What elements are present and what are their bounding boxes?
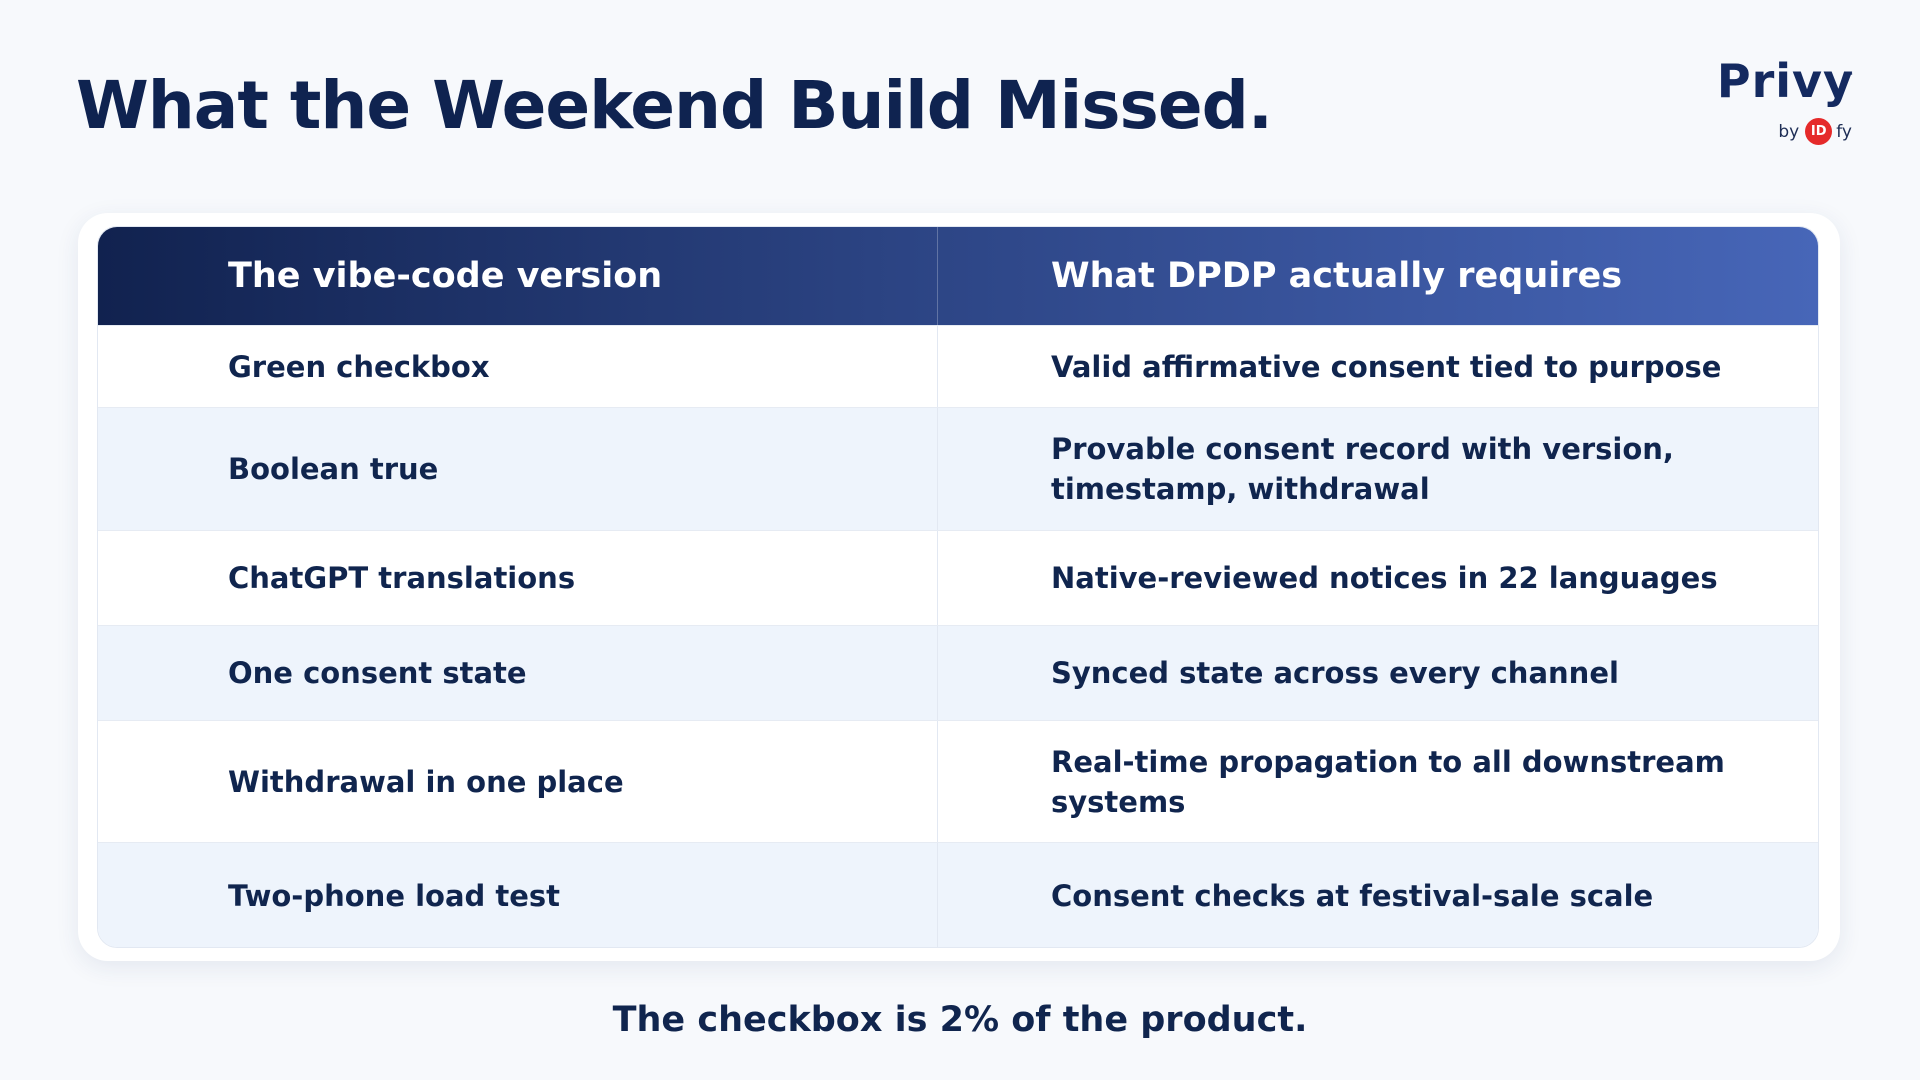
column-divider <box>937 626 938 720</box>
table-row: Green checkbox Valid affirmative consent… <box>98 325 1818 407</box>
column-divider <box>937 408 938 530</box>
table-row: One consent state Synced state across ev… <box>98 625 1818 720</box>
idfy-badge-icon: ID <box>1805 118 1833 145</box>
privy-logo: Privy ™ by ID fy <box>1704 58 1854 148</box>
dpdp-requirement-cell: Consent checks at festival-sale scale <box>1051 879 1654 913</box>
table-row: Two-phone load test Consent checks at fe… <box>98 842 1818 947</box>
idfy-wordmark-rest: fy <box>1836 121 1852 142</box>
logo-wordmark: Privy <box>1716 54 1854 108</box>
dpdp-requirement-cell: Provable consent record with version, ti… <box>1051 432 1674 506</box>
footer-caption: The checkbox is 2% of the product. <box>612 1000 1308 1040</box>
dpdp-requirement-cell: Valid affirmative consent tied to purpos… <box>1051 349 1722 384</box>
table-row: Withdrawal in one place Real-time propag… <box>98 720 1818 842</box>
table-row: Boolean true Provable consent record wit… <box>98 407 1818 530</box>
dpdp-requirement-cell: Synced state across every channel <box>1051 656 1619 690</box>
vibe-code-cell: One consent state <box>228 656 527 690</box>
column-divider <box>937 721 938 842</box>
table-header: The vibe-code version What DPDP actually… <box>98 227 1818 325</box>
comparison-card: The vibe-code version What DPDP actually… <box>78 213 1840 961</box>
comparison-table: The vibe-code version What DPDP actually… <box>97 226 1819 948</box>
column-divider <box>937 843 938 947</box>
logo-by-text: by <box>1778 121 1800 142</box>
column-divider <box>937 326 938 407</box>
column-header-dpdp: What DPDP actually requires <box>1051 256 1623 296</box>
column-header-vibe-code: The vibe-code version <box>228 256 663 296</box>
page-title: What the Weekend Build Missed. <box>76 67 1273 144</box>
vibe-code-cell: Withdrawal in one place <box>228 764 624 799</box>
vibe-code-cell: Green checkbox <box>228 349 490 384</box>
column-divider <box>937 227 938 325</box>
dpdp-requirement-cell: Real-time propagation to all downstream … <box>1051 744 1725 819</box>
vibe-code-cell: Two-phone load test <box>228 879 561 913</box>
vibe-code-cell: Boolean true <box>228 452 439 486</box>
logo-trademark: ™ <box>1845 72 1854 82</box>
logo-byline: by ID fy <box>1778 118 1852 145</box>
vibe-code-cell: ChatGPT translations <box>228 561 576 595</box>
table-row: ChatGPT translations Native-reviewed not… <box>98 530 1818 625</box>
column-divider <box>937 531 938 625</box>
dpdp-requirement-cell: Native-reviewed notices in 22 languages <box>1051 561 1718 595</box>
